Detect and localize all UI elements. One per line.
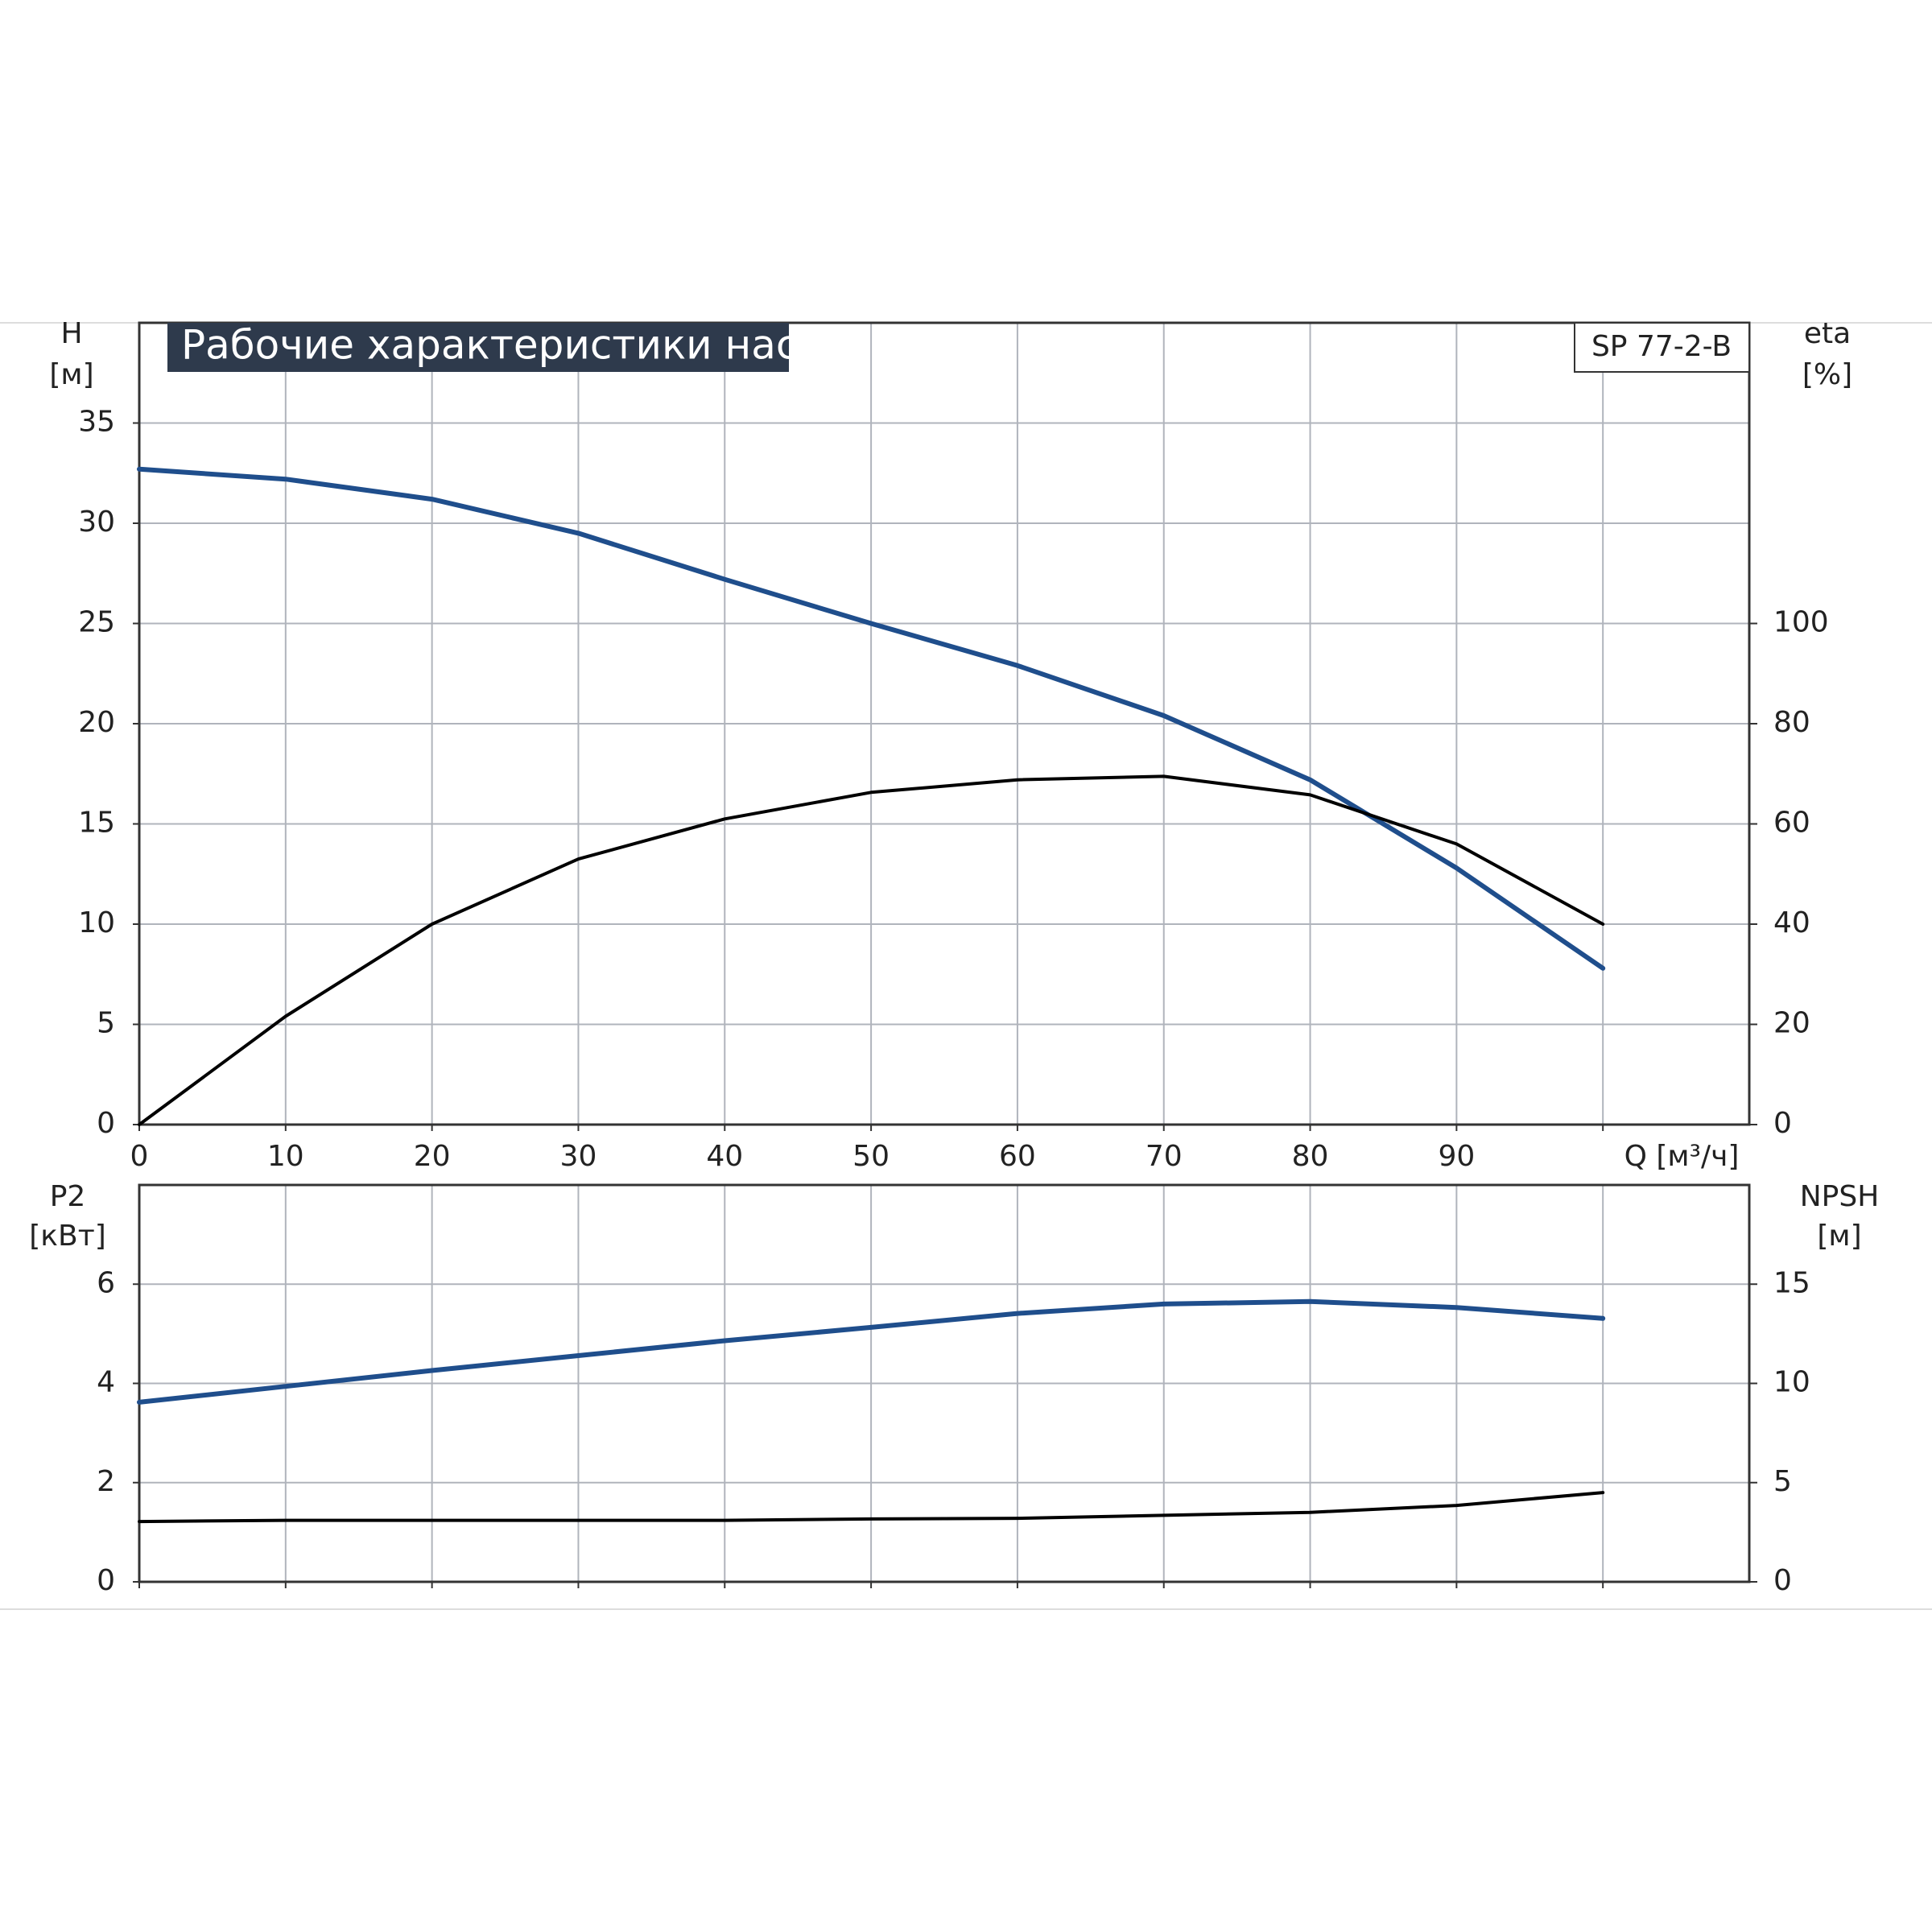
axes-frame xyxy=(138,321,1751,1126)
y-axis-label: [м] xyxy=(49,358,93,391)
axes-frame xyxy=(138,1183,1751,1583)
y-axis-label: [кВт] xyxy=(29,1220,106,1253)
y-tick-label: 30 xyxy=(78,506,115,539)
y-tick-label: 35 xyxy=(78,406,115,439)
x-tick-label: 70 xyxy=(1146,1140,1183,1173)
y-tick-label: 0 xyxy=(97,1564,115,1597)
y2-tick-label: 20 xyxy=(1773,1007,1810,1040)
y2-tick-label: 5 xyxy=(1773,1465,1792,1498)
y2-tick-label: 10 xyxy=(1773,1366,1810,1399)
y-tick-label: 5 xyxy=(97,1007,115,1040)
y2-tick-label: 60 xyxy=(1773,807,1810,840)
y-tick-label: 10 xyxy=(78,906,115,939)
x-tick-label: 10 xyxy=(267,1140,304,1173)
series-line xyxy=(138,774,1605,1126)
title-box xyxy=(167,323,789,372)
series-line xyxy=(137,1298,1606,1405)
y-tick-label: 2 xyxy=(97,1465,115,1498)
y2-tick-label: 15 xyxy=(1773,1266,1810,1299)
x-tick-label: 50 xyxy=(852,1140,890,1173)
series-line xyxy=(137,466,1606,971)
y-tick-label: 20 xyxy=(78,706,115,739)
y-tick-label: 15 xyxy=(78,807,115,840)
y2-axis-label: NPSH xyxy=(1800,1180,1880,1213)
x-tick-label: 30 xyxy=(560,1140,597,1173)
chart-title: Рабочие характеристики насоса xyxy=(181,322,869,369)
model-box xyxy=(1574,322,1750,373)
y-tick-label: 4 xyxy=(97,1366,115,1399)
y2-tick-label: 0 xyxy=(1773,1107,1792,1140)
x-tick-label: 20 xyxy=(414,1140,451,1173)
y-tick-label: 6 xyxy=(97,1266,115,1299)
y-axis-label: H xyxy=(60,317,82,350)
x-tick-label: 80 xyxy=(1292,1140,1329,1173)
x-tick-label: 40 xyxy=(706,1140,743,1173)
series-line xyxy=(138,1491,1605,1524)
y2-axis-label: [%] xyxy=(1802,358,1852,391)
y2-tick-label: 100 xyxy=(1773,606,1829,639)
y2-axis-label: [м] xyxy=(1817,1220,1861,1253)
y-tick-label: 25 xyxy=(78,606,115,639)
x-tick-label: 90 xyxy=(1438,1140,1475,1173)
y-tick-label: 0 xyxy=(97,1107,115,1140)
y2-axis-label: eta xyxy=(1804,317,1851,350)
x-tick-label: 60 xyxy=(999,1140,1036,1173)
x-axis-label: Q [м³/ч] xyxy=(1624,1140,1740,1173)
model-label: SP 77-2-B xyxy=(1591,330,1732,363)
y2-tick-label: 80 xyxy=(1773,706,1810,739)
y-axis-label: P2 xyxy=(50,1180,86,1213)
x-tick-label: 0 xyxy=(130,1140,149,1173)
y2-tick-label: 40 xyxy=(1773,906,1810,939)
y2-tick-label: 0 xyxy=(1773,1564,1792,1597)
plots: 0 10 20 30 40 50 60 70 80 90051015202530350204060… xyxy=(29,317,1879,1597)
